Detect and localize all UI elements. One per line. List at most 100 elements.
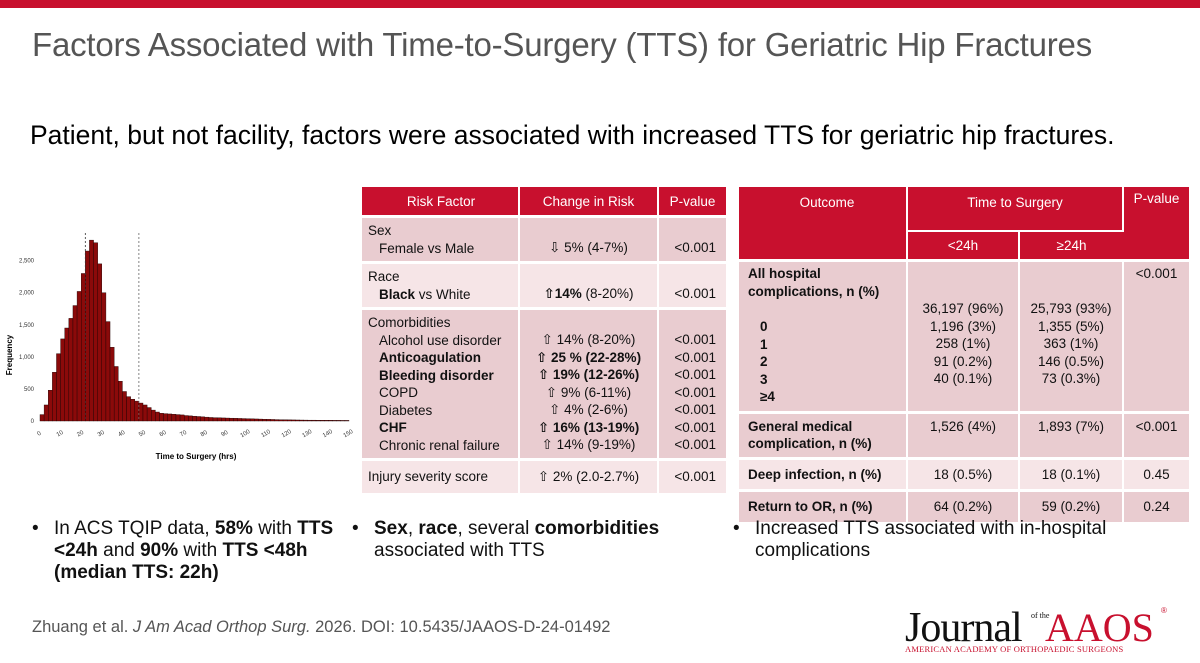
comorbidities-group: Comorbidities Alcohol use disorder Anticoa… [362, 310, 726, 458]
comorbidity-change: ⇧ 16% (13-19%) [526, 419, 651, 437]
comorbidity-p: <0.001 [674, 367, 716, 382]
histogram-bar [291, 419, 296, 422]
return-to-or-ge24: 59 (0.2%) [1019, 492, 1124, 522]
comorbidity-factor: CHF [379, 420, 407, 435]
histogram-bar [196, 416, 201, 422]
complication-lt24: 40 (0.1%) [933, 371, 993, 386]
citation: Zhuang et al. J Am Acad Orthop Surg. 202… [32, 615, 622, 639]
deep-infection-label: Deep infection, n (%) [748, 466, 882, 482]
change-iss: 2% (2.0-2.7%) [552, 469, 640, 484]
change-value: 9% (6-11%) [560, 384, 632, 400]
histogram-bar [204, 416, 210, 422]
histogram-bar [216, 417, 222, 422]
histogram-bar [254, 418, 259, 422]
x-tick-label: 90 [221, 430, 230, 439]
all-complications-row: All hospital complications, n (%) 0 1 2 3 ≥4 … [739, 262, 1189, 411]
group-label-comorbidities: Comorbidities [368, 315, 451, 330]
x-tick-label: 140 [322, 429, 334, 440]
bullet-bold: comorbidities [534, 518, 660, 539]
comorbidity-p: <0.001 [674, 437, 716, 452]
logo-registered: ® [1161, 606, 1167, 615]
histogram-bar [43, 404, 49, 422]
complication-level: 1 [760, 336, 768, 352]
histogram-bar [299, 419, 304, 422]
complication-ge24: 25,793 (93%) [1030, 301, 1112, 316]
histogram-bar [237, 418, 243, 422]
change-value: 25 % (22-28%) [551, 349, 642, 365]
slide-title: Factors Associated with Time-to-Surgery … [32, 26, 1092, 63]
histogram-bar [324, 420, 329, 422]
histogram-bar [56, 353, 61, 422]
bullet-text: and [97, 540, 141, 561]
histogram-bar [146, 407, 152, 422]
general-medical-ge24: 1,893 (7%) [1019, 413, 1124, 457]
comorbidity-factor: Bleeding disorder [379, 367, 494, 383]
complication-lt24: 258 (1%) [935, 336, 991, 351]
x-tick-label: 150 [343, 429, 355, 440]
group-label-sex: Sex [368, 223, 392, 238]
p-race: <0.001 [658, 264, 726, 307]
bullet-dot-icon: • [733, 518, 740, 539]
comorbidity-p: <0.001 [674, 349, 716, 365]
citation-journal: J Am Acad Orthop Surg. [132, 618, 311, 636]
histogram-bar [258, 418, 263, 422]
comorbidity-change: ⇧ 14% (9-19%) [526, 436, 651, 454]
histogram-bar [212, 417, 218, 422]
general-medical-row: General medical complication, n (%) 1,52… [739, 413, 1189, 457]
outcome-table: Outcome Time to Surgery P-value <24h ≥24… [739, 187, 1189, 522]
bullet-text: , several [457, 518, 535, 539]
general-medical-label: General medical complication, n (%) [748, 418, 872, 452]
histogram-bar [179, 414, 185, 422]
return-to-or-lt24: 64 (0.2%) [907, 492, 1020, 522]
histogram-bar [282, 419, 288, 422]
citation-authors: Zhuang et al. [32, 618, 129, 636]
x-tick-label: 10 [56, 430, 65, 439]
histogram-bar [249, 418, 255, 422]
complication-ge24: 363 (1%) [1043, 336, 1099, 351]
histogram-bar [130, 398, 135, 422]
histogram-bar [163, 413, 168, 422]
col-header-ge24: ≥24h [1019, 230, 1123, 259]
col-header-pvalue: P-value [1123, 187, 1189, 259]
x-tick-label: 80 [200, 430, 209, 439]
bullet-text: with [252, 518, 298, 539]
comorbidity-p: <0.001 [674, 332, 716, 347]
change-value: 14% (8-20%) [556, 332, 636, 347]
y-tick-label: 2,500 [19, 259, 35, 265]
arrow-up-icon: ⇧ [549, 402, 561, 417]
histogram-bar [118, 381, 123, 422]
complication-level: 2 [760, 354, 768, 369]
histogram-bar [266, 419, 271, 422]
complication-level: 3 [760, 371, 768, 387]
x-axis-label: Time to Surgery (hrs) [156, 452, 237, 461]
complication-lt24: 1,196 (3%) [929, 318, 997, 334]
comorbidity-factor: Anticoagulation [379, 350, 481, 365]
complication-ge24: 1,355 (5%) [1037, 318, 1105, 334]
bullet-bold: (median TTS: 22h) [54, 562, 219, 583]
arrow-up-icon: ⇧ [545, 384, 558, 400]
arrow-up-icon: ⇧ [537, 419, 550, 435]
x-tick-label: 100 [240, 429, 252, 440]
logo-journal: Journal [905, 605, 1023, 651]
risk-header-row: Risk Factor Change in Risk P-value [362, 187, 726, 215]
y-axis-label: Frequency [5, 334, 14, 375]
return-to-or-row: Return to OR, n (%) 64 (0.2%) 59 (0.2%) … [739, 492, 1189, 522]
bullet-tqip-data: • In ACS TQIP data, 58% with TTS <24h an… [32, 518, 352, 584]
arrow-up-icon: ⇧ [543, 286, 555, 301]
comorbidity-factor: Alcohol use disorder [379, 332, 502, 348]
x-tick-label: 30 [97, 430, 106, 439]
x-tick-label: 0 [37, 430, 43, 437]
histogram-bar [89, 239, 94, 422]
arrow-up-icon: ⇧ [537, 469, 550, 484]
y-tick-label: 2,000 [19, 291, 35, 297]
bullet-bold: Sex [374, 518, 408, 539]
histogram-bar [138, 402, 144, 422]
comorbidity-change: ⇧ 9% (6-11%) [526, 384, 651, 402]
histogram-bar [233, 418, 238, 422]
deep-infection-ge24: 18 (0.1%) [1019, 459, 1124, 489]
histogram-bar [76, 291, 82, 422]
y-tick-label: 500 [24, 387, 35, 393]
bullet-sex-race: • Sex, race, several comorbidities assoc… [352, 518, 692, 562]
histogram-bar [171, 414, 177, 422]
histogram-bar [319, 420, 325, 422]
